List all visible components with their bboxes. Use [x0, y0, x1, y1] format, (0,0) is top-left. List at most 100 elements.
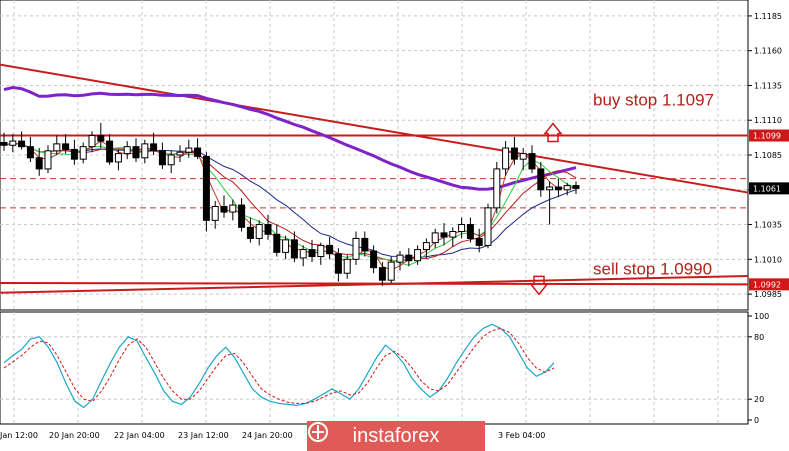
price-tag-label: 1.0992: [753, 280, 781, 289]
oscillator-pane[interactable]: [0, 311, 749, 425]
oscillator-tick-label: 100: [754, 312, 769, 321]
candle-body: [88, 135, 96, 148]
candle-body: [35, 157, 43, 170]
candle-body: [220, 205, 228, 213]
candle-body: [405, 254, 413, 262]
time-tick-label: 23 Jan 12:00: [178, 431, 229, 440]
time-tick-label: 24 Jan 20:00: [242, 431, 293, 440]
candle-body: [528, 153, 536, 170]
candle-body: [440, 232, 448, 238]
candle-body: [194, 147, 202, 157]
price-tags: 1.1099 1.1061 1.0992: [749, 129, 789, 291]
candle-body: [502, 147, 510, 170]
candle-body: [229, 204, 237, 213]
time-tick-label: 20 Jan 20:00: [49, 431, 100, 440]
order-annotation: buy stop 1.1097: [593, 91, 714, 110]
candle-body: [255, 224, 263, 239]
price-tick-label: 1.1035: [754, 221, 782, 230]
candle-body: [132, 146, 140, 159]
candle-body: [537, 168, 545, 191]
moving-averages: [3, 85, 577, 271]
candle-body: [18, 140, 26, 148]
ma-red: [3, 142, 577, 262]
candle-body: [167, 154, 175, 166]
price-tick-label: 1.1085: [754, 151, 782, 160]
candle-body: [264, 224, 272, 235]
price-tick-label: 1.1010: [754, 255, 782, 264]
candle-body: [352, 237, 360, 260]
candle-body: [70, 148, 78, 160]
downtrend-line: [0, 63, 749, 194]
candle-body: [493, 168, 501, 209]
candle-body: [431, 232, 439, 244]
price-tick-label: 1.0985: [754, 290, 782, 299]
candle-body: [414, 249, 422, 262]
candle-body: [396, 254, 404, 263]
candle-body: [79, 146, 87, 160]
candle-body: [246, 226, 254, 239]
price-tick-label: 1.1185: [754, 12, 782, 21]
order-annotation: sell stop 1.0990: [593, 259, 712, 278]
candle-body: [202, 155, 210, 221]
candle-body: [282, 239, 290, 253]
candle-body: [466, 224, 474, 239]
stochastic-oscillator: [3, 323, 555, 409]
candle-body: [62, 143, 70, 150]
candle-body: [106, 140, 114, 163]
oscillator-tick-label: 0: [754, 416, 759, 425]
candle-body: [44, 150, 52, 170]
candle-body: [176, 151, 184, 156]
candle-body: [554, 186, 562, 191]
time-tick-label: 22 Jan 04:00: [114, 431, 165, 440]
time-axis[interactable]: Jan 12:00 20 Jan 20:00 22 Jan 04:00 23 Jan …: [0, 431, 545, 440]
candle-body: [0, 141, 8, 146]
candle-body: [150, 143, 158, 152]
candle-body: [114, 153, 122, 163]
candle-body: [343, 258, 351, 274]
candle-body: [158, 150, 166, 166]
price-axis[interactable]: 1.11851.11601.11351.11101.10851.10601.10…: [748, 12, 782, 425]
candle-body: [378, 267, 386, 281]
price-tick-label: 1.1110: [754, 116, 782, 125]
candle-body: [299, 249, 307, 259]
price-tag: [749, 278, 789, 291]
stochastic-signal-line: [3, 327, 555, 404]
support-line: [0, 275, 749, 294]
sell-arrow-icon: [529, 275, 549, 296]
price-tag: [749, 129, 789, 142]
candle-body: [370, 250, 378, 269]
candle-body: [238, 204, 246, 228]
candle-body: [422, 242, 430, 251]
candle-body: [458, 224, 466, 233]
instaforex-logo: instaforex: [307, 421, 485, 451]
price-tag-label: 1.1099: [753, 132, 781, 141]
ma-green: [3, 142, 577, 266]
candle-body: [9, 140, 17, 146]
candle-body: [273, 233, 281, 253]
ma-purple: [3, 85, 577, 191]
candle-body: [26, 146, 34, 159]
candle-body: [572, 185, 580, 189]
candle-body: [519, 153, 527, 160]
ma-darkred: [3, 140, 577, 271]
candle-body: [475, 237, 483, 246]
time-tick-label: Jan 12:00: [0, 431, 38, 440]
price-tag-label: 1.1061: [753, 184, 781, 193]
candle-body: [546, 186, 554, 191]
candle-body: [308, 249, 316, 258]
candle-body: [185, 147, 193, 153]
stochastic-main-line: [3, 323, 555, 409]
candle-body: [141, 143, 149, 159]
candle-body: [97, 135, 105, 142]
candle-body: [211, 205, 219, 221]
buy-arrow-icon: [543, 122, 563, 143]
candle-body: [123, 146, 131, 155]
candle-body: [387, 261, 395, 281]
candle-body: [361, 237, 369, 252]
price-tick-label: 1.1135: [754, 81, 782, 90]
oscillator-tick-label: 20: [754, 395, 764, 404]
candle-body: [449, 231, 457, 238]
oscillator-tick-label: 80: [754, 333, 764, 342]
